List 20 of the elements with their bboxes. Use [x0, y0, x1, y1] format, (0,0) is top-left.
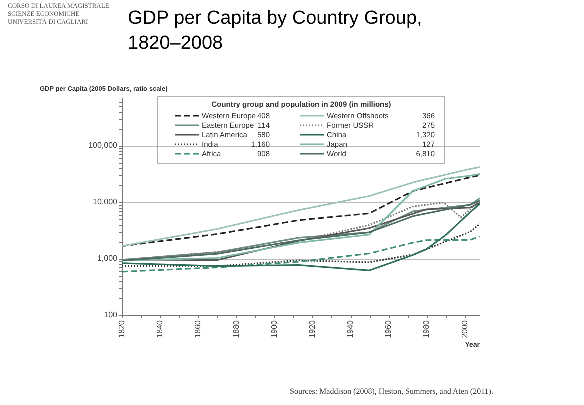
line-series [122, 223, 480, 268]
y-tick-label: 100,000 [88, 141, 118, 150]
x-tick-label: 1820 [118, 320, 126, 338]
y-tick-label: 100 [104, 310, 118, 320]
x-tick-label: 1860 [194, 320, 203, 338]
x-tick-label: 1880 [232, 320, 241, 338]
y-tick-label: 1,000 [97, 254, 118, 264]
x-tick-label: 1960 [384, 320, 394, 338]
line-series [122, 173, 480, 262]
x-tick-label: 1940 [346, 320, 356, 338]
x-tick-label: 1900 [270, 320, 279, 338]
line-series [122, 236, 480, 273]
line-series [122, 203, 480, 272]
x-tick-label: 1980 [422, 320, 432, 338]
x-tick-label: 1920 [308, 320, 317, 338]
source-note: Sources: Maddison (2008), Heston, Summers, and Aten (2011). [290, 387, 494, 396]
x-tick-label: 2000 [460, 320, 470, 338]
y-tick-label: 10,000 [93, 198, 118, 207]
x-tick-label: 1840 [156, 320, 165, 338]
chart-title: GDP per Capita by Country Group, 1820–2008 [128, 8, 422, 54]
